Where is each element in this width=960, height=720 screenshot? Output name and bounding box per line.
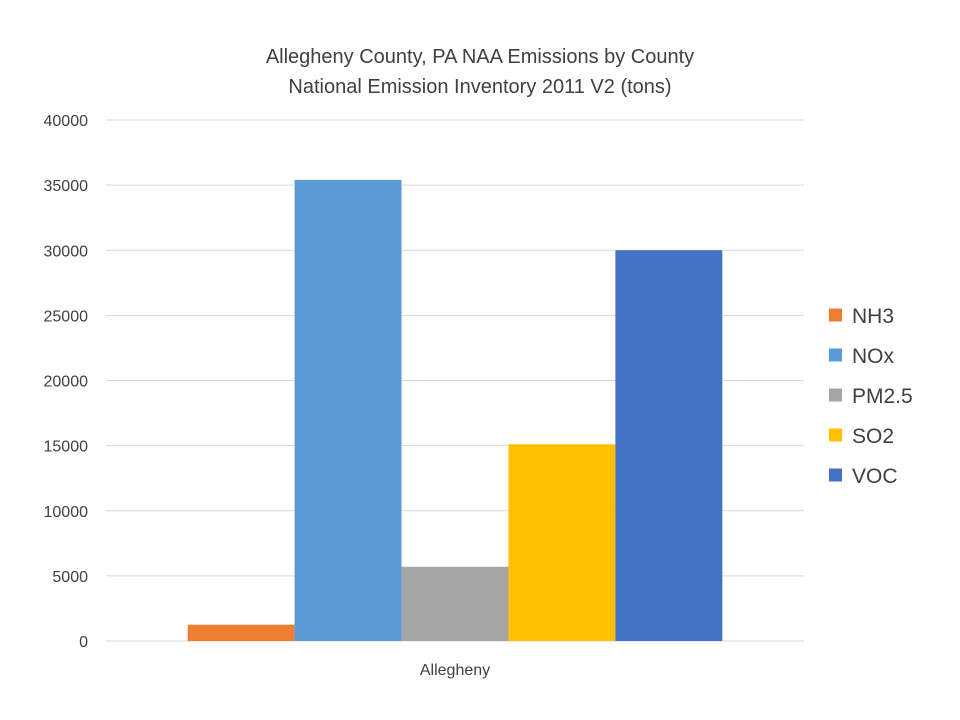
y-tick-label: 20000 [44, 374, 89, 391]
y-tick-label: 40000 [44, 113, 89, 130]
bar-pm2-5 [401, 566, 509, 641]
y-tick-label: 10000 [44, 504, 89, 521]
legend-label: NOx [852, 345, 895, 368]
bar-voc [615, 250, 723, 641]
bars [187, 179, 723, 642]
chart-subtitle: National Emission Inventory 2011 V2 (ton… [288, 76, 671, 98]
y-tick-label: 30000 [44, 243, 89, 260]
legend-swatch [829, 388, 842, 402]
legend-item: SO2 [829, 425, 894, 448]
chart-title: Allegheny County, PA NAA Emissions by Co… [266, 46, 694, 98]
x-category-label: Allegheny [420, 662, 490, 679]
legend-swatch [829, 348, 842, 362]
legend-item: NH3 [829, 305, 894, 328]
bar-nh3 [187, 624, 295, 641]
y-tick-label: 15000 [44, 439, 89, 456]
legend-label: NH3 [852, 305, 894, 328]
legend-swatch [829, 468, 842, 482]
legend-item: NOx [829, 345, 895, 368]
legend: NH3 NOx PM2.5 SO2 VOC [829, 305, 913, 488]
y-tick-label: 0 [79, 634, 88, 651]
y-axis-tick-labels: 0 5000 10000 15000 20000 25000 30000 35000 40000 [44, 113, 89, 651]
y-tick-label: 5000 [52, 569, 88, 586]
legend-label: VOC [852, 465, 898, 488]
x-axis-category-labels: Allegheny [420, 662, 490, 679]
chart-title-line-1: Allegheny County, PA NAA Emissions by Co… [266, 46, 694, 68]
legend-swatch [829, 308, 842, 322]
y-tick-label: 35000 [44, 178, 89, 195]
bar-nox [294, 179, 402, 642]
y-tick-label: 25000 [44, 308, 89, 325]
bar-so2 [508, 444, 616, 641]
gridlines [106, 119, 804, 642]
legend-item: VOC [829, 465, 898, 488]
legend-label: SO2 [852, 425, 894, 448]
legend-item: PM2.5 [829, 385, 913, 408]
legend-label: PM2.5 [852, 385, 913, 408]
legend-swatch [829, 428, 842, 442]
